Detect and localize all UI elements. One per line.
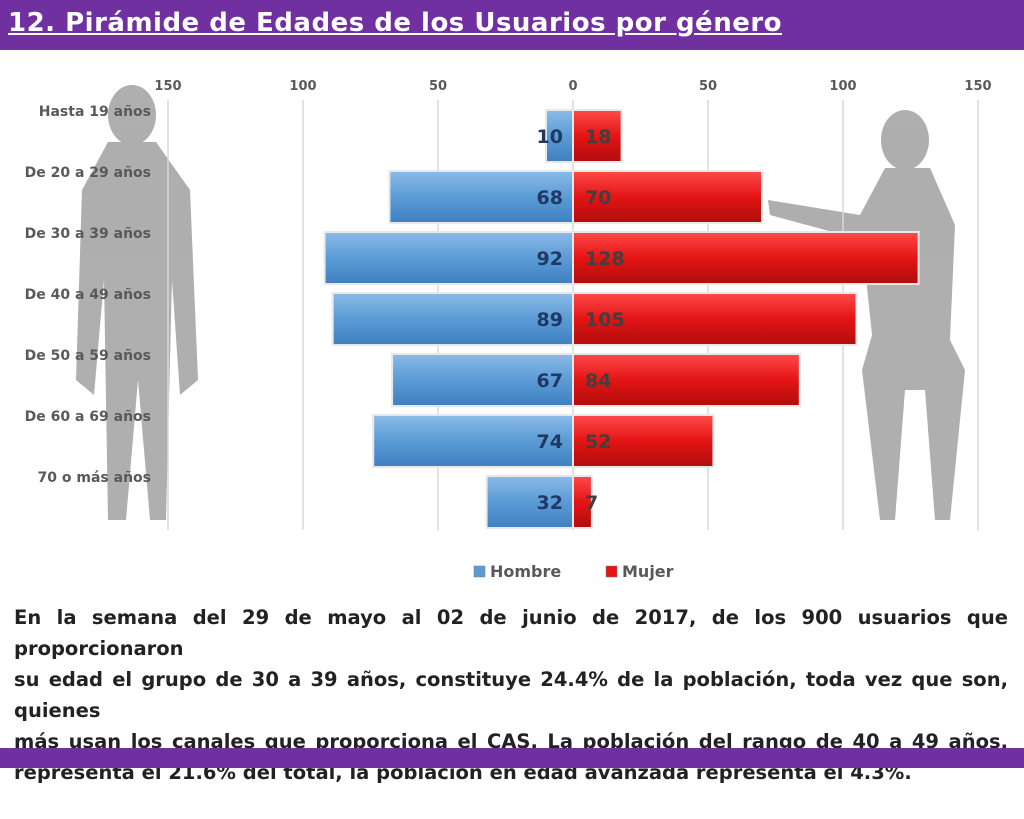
category-label: De 50 a 59 años (25, 348, 151, 364)
category-label: De 20 a 29 años (25, 165, 151, 181)
description-text: En la semana del 29 de mayo al 02 de jun… (14, 602, 1008, 819)
legend-label: Mujer (622, 562, 674, 581)
category-label: De 40 a 49 años (25, 287, 151, 303)
bar-hombre (391, 353, 574, 407)
bar-mujer (572, 170, 763, 224)
bar-hombre (372, 414, 575, 468)
legend-label: Hombre (490, 562, 561, 581)
x-tick-label: 0 (568, 79, 577, 94)
description-line-2: su edad el grupo de 30 a 39 años, consti… (14, 668, 1008, 722)
legend-swatch (605, 565, 618, 578)
x-tick-label: 150 (154, 79, 181, 94)
data-label-hombre: 89 (537, 309, 563, 331)
bar-hombre (545, 109, 574, 163)
category-label: De 60 a 69 años (25, 409, 151, 425)
data-label-hombre: 32 (537, 492, 563, 514)
chart-legend: Hombre Mujer (473, 562, 674, 581)
data-label-hombre: 10 (537, 126, 563, 148)
data-label-mujer: 52 (585, 431, 611, 453)
bar-mujer (572, 414, 715, 468)
bar-mujer (572, 353, 801, 407)
footer-bar (0, 748, 1024, 768)
data-label-mujer: 128 (585, 248, 625, 270)
bar-mujer (572, 475, 593, 529)
data-label-mujer: 7 (585, 492, 598, 514)
category-label: Hasta 19 años (39, 104, 151, 120)
data-label-hombre: 92 (537, 248, 563, 270)
x-tick-label: 100 (289, 79, 316, 94)
population-pyramid-chart: 150 100 50 0 50 100 150 Hasta 19 años De 20 a 2… (25, 79, 992, 581)
bar-hombre (331, 292, 575, 346)
data-label-mujer: 105 (585, 309, 625, 331)
page-title: 12. Pirámide de Edades de los Usuarios p… (8, 8, 783, 38)
data-label-mujer: 18 (585, 126, 611, 148)
x-tick-label: 100 (829, 79, 856, 94)
data-label-hombre: 67 (537, 370, 563, 392)
bar-hombre (485, 475, 575, 529)
bar-mujer (572, 292, 858, 346)
x-tick-label: 150 (964, 79, 991, 94)
bar-mujer (572, 109, 623, 163)
data-label-hombre: 74 (537, 431, 563, 453)
legend-swatch (473, 565, 486, 578)
data-label-mujer: 70 (585, 187, 611, 209)
x-tick-label: 50 (699, 79, 717, 94)
description-line-1: En la semana del 29 de mayo al 02 de jun… (14, 606, 1008, 660)
category-label: 70 o más años (38, 470, 151, 486)
title-bar: 12. Pirámide de Edades de los Usuarios p… (0, 0, 1024, 50)
x-tick-label: 50 (429, 79, 447, 94)
bar-mujer (572, 231, 920, 285)
category-label: De 30 a 39 años (25, 226, 151, 242)
data-label-hombre: 68 (537, 187, 563, 209)
data-label-mujer: 84 (585, 370, 611, 392)
bar-hombre (323, 231, 574, 285)
description-line-3: más usan los canales que proporciona el … (14, 730, 1008, 753)
